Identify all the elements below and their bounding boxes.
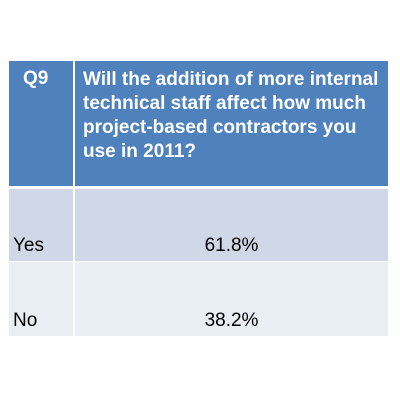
answer-row-no: No 38.2% (9, 261, 388, 336)
header-divider (9, 186, 388, 188)
answer-label: No (9, 262, 75, 336)
answer-label: Yes (9, 189, 75, 261)
survey-table: Q9 Will the addition of more internal te… (9, 61, 388, 336)
question-header-row: Q9 Will the addition of more internal te… (9, 61, 388, 186)
answer-value: 38.2% (204, 310, 259, 331)
question-number: Q9 (9, 61, 75, 186)
answer-row-yes: Yes 61.8% (9, 188, 388, 261)
question-text: Will the addition of more internal techn… (83, 69, 379, 162)
answer-value: 61.8% (204, 235, 259, 256)
